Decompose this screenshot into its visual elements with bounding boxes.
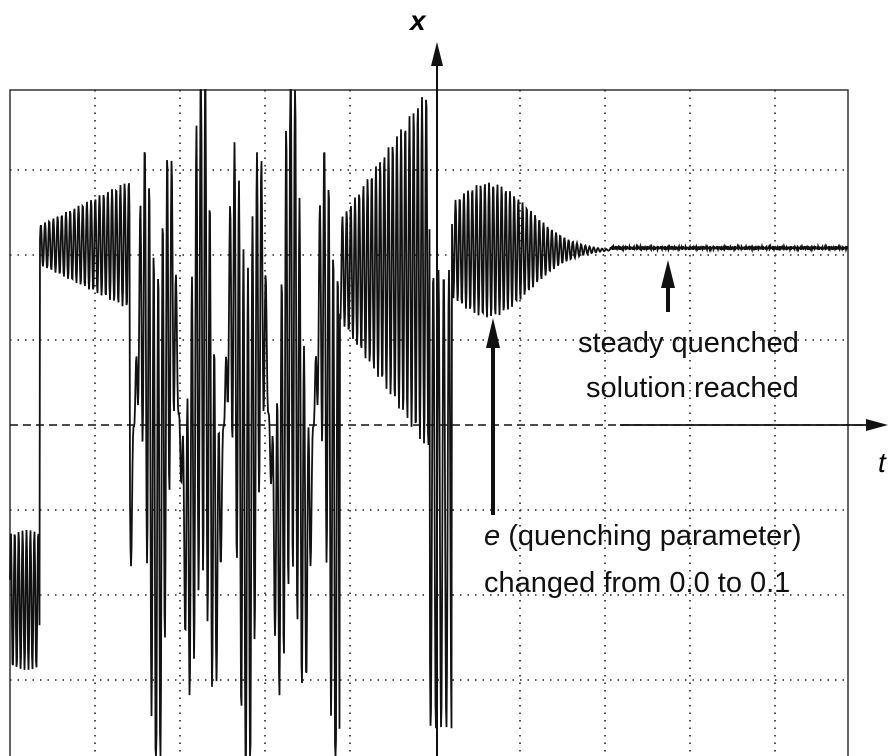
- annotation-line: steady quenched: [578, 327, 799, 359]
- x-axis-arrowhead: [866, 419, 888, 431]
- annotation-line: e (quenching parameter): [484, 520, 802, 552]
- annotation-symbol: e: [484, 520, 500, 552]
- trace: [10, 90, 848, 756]
- y-axis-label: x: [408, 5, 427, 36]
- page: x t steady quenched solution reached e (…: [0, 0, 890, 756]
- y-axis-arrowhead: [431, 42, 443, 66]
- annotation-line: changed from 0.0 to 0.1: [484, 567, 790, 599]
- arrowhead-steady: [661, 260, 675, 288]
- arrowhead-change: [486, 318, 500, 348]
- annotation-text: (quenching parameter): [500, 520, 801, 552]
- x-axis-label: t: [878, 447, 887, 478]
- annotation-line: solution reached: [586, 372, 799, 404]
- oscilloscope-figure: x t steady quenched solution reached e (…: [0, 0, 890, 756]
